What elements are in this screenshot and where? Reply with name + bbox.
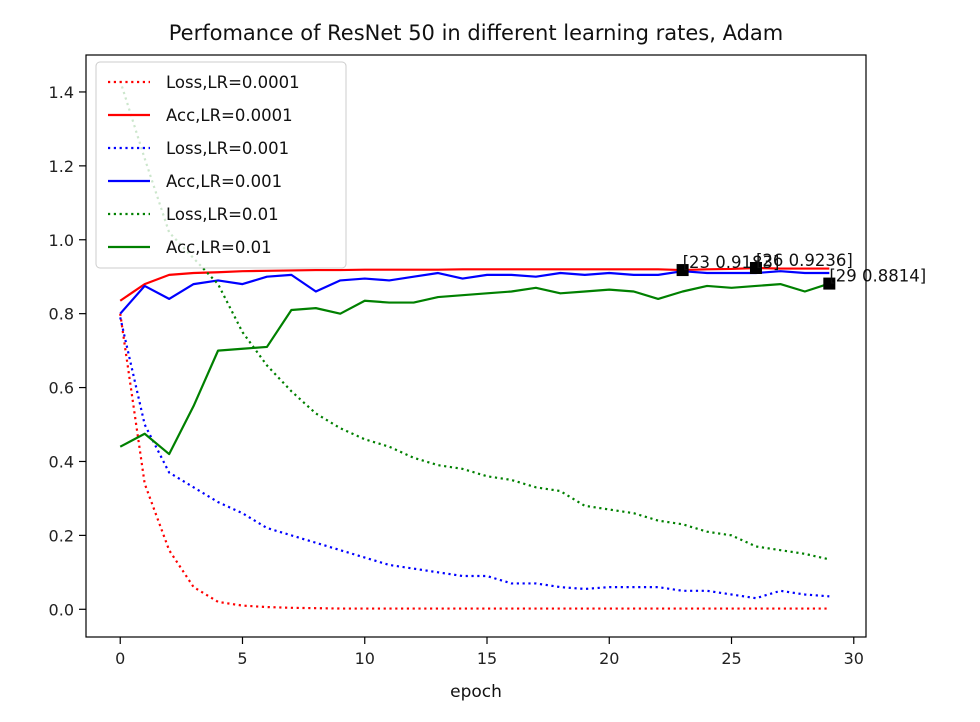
- series-line-6: [119, 282, 830, 456]
- marker-label-3: [29 0.8814]: [829, 267, 926, 286]
- legend-label-3: Loss,LR=0.001: [166, 139, 289, 158]
- marker-point-2: [749, 261, 762, 274]
- marker-label-2: [26 0.9236]: [756, 251, 853, 270]
- legend-label-1: Loss,LR=0.0001: [166, 73, 300, 92]
- x-tick-label: 25: [721, 649, 741, 668]
- x-axis-label: epoch: [450, 682, 502, 702]
- legend-label-4: Acc,LR=0.001: [166, 172, 282, 191]
- y-tick-label: 0.2: [49, 526, 74, 545]
- x-tick-label: 10: [355, 649, 375, 668]
- x-tick-label: 20: [599, 649, 619, 668]
- y-tick-label: 0.0: [49, 600, 74, 619]
- x-tick-label: 5: [237, 649, 247, 668]
- legend-box: [95, 61, 347, 269]
- plot-frame: [85, 54, 867, 638]
- x-axis-ticks: 0 5 10 15 20 25 30: [115, 637, 864, 668]
- y-tick-label: 0.8: [49, 305, 74, 324]
- x-tick-label: 30: [844, 649, 864, 668]
- y-tick-label: 1.4: [49, 83, 74, 102]
- y-tick-label: 1.2: [49, 157, 74, 176]
- marker-point-3: [823, 277, 836, 290]
- y-tick-label: 0.4: [49, 452, 74, 471]
- y-tick-label: 1.0: [49, 231, 74, 250]
- series-line-2: [119, 266, 830, 302]
- legend-label-6: Acc,LR=0.01: [166, 238, 272, 257]
- x-tick-label: 0: [115, 649, 125, 668]
- legend-label-5: Loss,LR=0.01: [166, 205, 279, 224]
- series-line-1: [119, 313, 830, 610]
- series-line-4: [119, 270, 830, 315]
- marker-point-1: [676, 264, 689, 277]
- x-tick-label: 15: [477, 649, 497, 668]
- legend-label-2: Acc,LR=0.0001: [166, 106, 293, 125]
- marker-layer: [23 0.9183][26 0.9236][29 0.8814]: [676, 251, 926, 290]
- series-layer: [119, 80, 830, 610]
- legend: Loss,LR=0.0001 Acc,LR=0.0001 Loss,LR=0.001…: [95, 61, 347, 269]
- chart-title: Perfomance of ResNet 50 in different lea…: [169, 21, 783, 45]
- y-tick-label: 0.6: [49, 379, 74, 398]
- series-line-3: [119, 317, 830, 600]
- y-axis-ticks: 0.0 0.2 0.4 0.6 0.8 1.0 1.2 1.4: [49, 83, 86, 619]
